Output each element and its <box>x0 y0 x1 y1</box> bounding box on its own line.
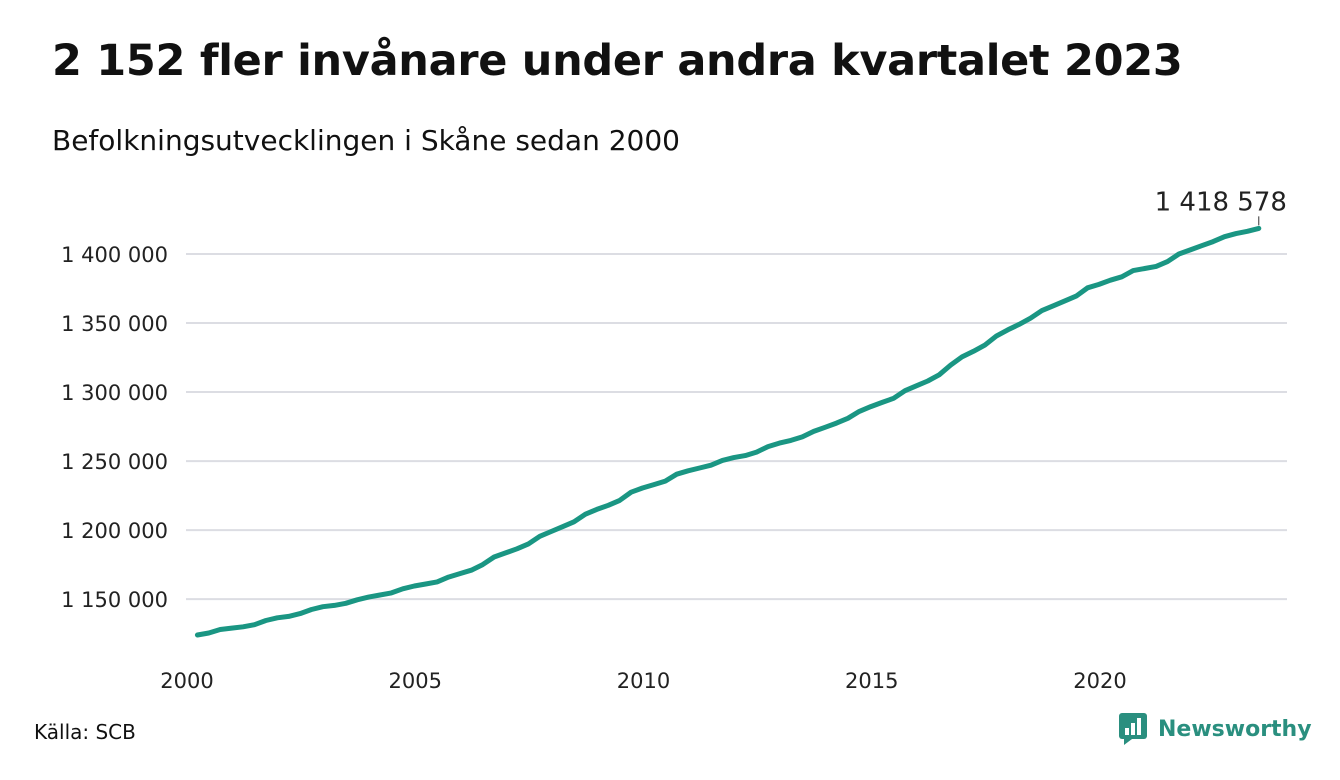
y-tick-label: 1 250 000 <box>61 450 168 474</box>
y-tick-label: 1 300 000 <box>61 381 168 405</box>
x-tick-label: 2005 <box>389 669 442 693</box>
y-tick-label: 1 350 000 <box>61 312 168 336</box>
y-tick-label: 1 150 000 <box>61 588 168 612</box>
y-axis: 1 150 000 1 200 000 1 250 000 1 300 000 1 35… <box>61 243 168 612</box>
source-note: Källa: SCB <box>34 720 136 744</box>
y-tick-label: 1 200 000 <box>61 519 168 543</box>
gridlines <box>186 253 1287 601</box>
x-tick-label: 2000 <box>160 669 213 693</box>
newsworthy-logo-icon <box>1119 713 1147 745</box>
chart-subtitle: Befolkningsutvecklingen i Skåne sedan 20… <box>52 124 680 157</box>
brand-logo: Newsworthy <box>1118 712 1312 746</box>
end-value-label: 1 418 578 <box>1155 187 1287 217</box>
chart-title: 2 152 fler invånare under andra kvartale… <box>52 36 1183 86</box>
x-tick-label: 2020 <box>1073 669 1126 693</box>
x-axis: 2000 2005 2010 2015 2020 <box>160 669 1126 693</box>
x-tick-label: 2010 <box>617 669 670 693</box>
brand-name: Newsworthy <box>1158 716 1312 742</box>
y-tick-label: 1 400 000 <box>61 243 168 267</box>
series-line <box>194 225 1262 638</box>
x-tick-label: 2015 <box>845 669 898 693</box>
